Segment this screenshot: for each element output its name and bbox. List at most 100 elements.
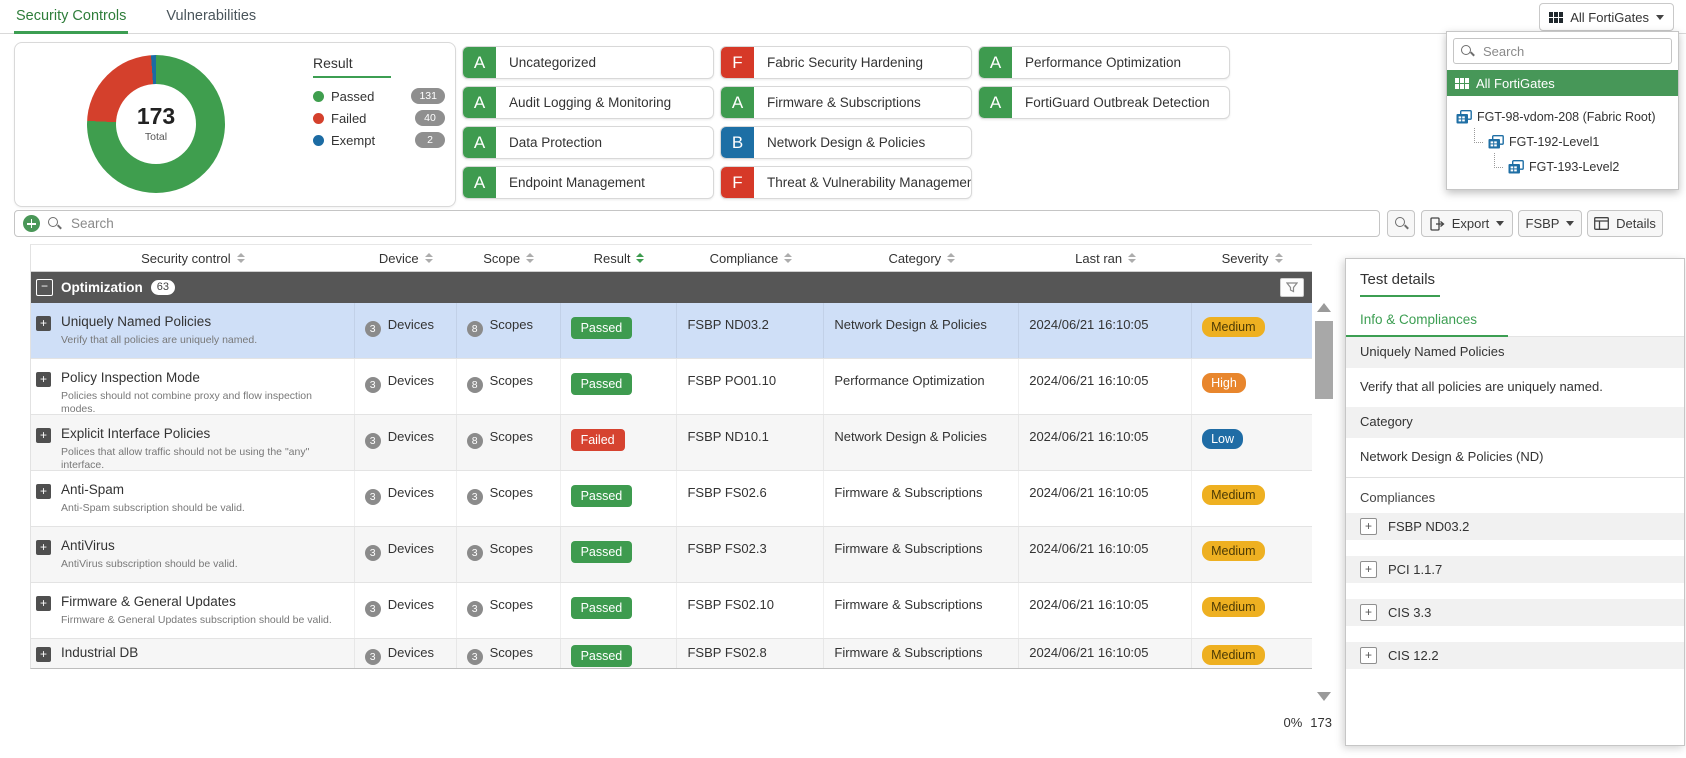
table-scrollbar[interactable]	[1314, 297, 1334, 707]
scorecard-uncategorized[interactable]: A Uncategorized	[462, 46, 714, 79]
tree-item-level2[interactable]: FGT-193-Level2	[1447, 153, 1678, 179]
add-filter-icon[interactable]	[23, 215, 40, 232]
compliance-cell: FSBP PO01.10	[677, 359, 825, 414]
test-details-panel: Test details Info & Compliances Uniquely…	[1345, 258, 1685, 746]
control-cell: + Anti-Spam Anti-Spam subscription shoul…	[31, 471, 355, 526]
expand-compliance-button[interactable]: +	[1360, 603, 1377, 621]
tree-item-fabric-root[interactable]: FGT-98-vdom-208 (Fabric Root)	[1447, 104, 1678, 129]
table-row[interactable]: + Explicit Interface Policies Polices th…	[31, 415, 1312, 471]
tab-security-controls[interactable]: Security Controls	[14, 0, 129, 34]
tab-vulnerabilities[interactable]: Vulnerabilities	[164, 0, 258, 34]
expand-compliance-button[interactable]: +	[1360, 517, 1377, 535]
grade-badge: F	[721, 47, 754, 78]
header-compliance[interactable]: Compliance	[678, 245, 825, 271]
detail-control-name: Uniquely Named Policies	[1346, 337, 1684, 368]
group-row-optimization[interactable]: − Optimization 63	[31, 272, 1312, 303]
expand-row-button[interactable]: +	[36, 428, 51, 443]
legend-item-exempt[interactable]: Exempt 2	[313, 132, 445, 148]
scorecard-data-protection[interactable]: A Data Protection	[462, 126, 714, 159]
table-row[interactable]: + AntiVirus AntiVirus subscription shoul…	[31, 527, 1312, 583]
layout-icon	[1594, 217, 1610, 230]
last-ran-cell: 2024/06/21 16:10:05	[1019, 527, 1193, 582]
device-cell: 3 Devices	[355, 583, 457, 638]
search-button[interactable]	[1387, 210, 1415, 237]
scorecard-network-design-policies[interactable]: B Network Design & Policies	[720, 126, 972, 159]
table-row[interactable]: + Anti-Spam Anti-Spam subscription shoul…	[31, 471, 1312, 527]
control-description: Verify that all policies are uniquely na…	[61, 334, 258, 347]
scope-count-badge: 8	[466, 433, 483, 449]
compliance-cell: FSBP ND03.2	[677, 303, 825, 358]
header-scope[interactable]: Scope	[457, 245, 561, 271]
compliance-item[interactable]: + PCI 1.1.7	[1346, 555, 1684, 583]
fortigate-device-icon	[1456, 109, 1472, 123]
scorecard-threat-vulnerability[interactable]: F Threat & Vulnerability Management	[720, 166, 972, 199]
header-last-ran[interactable]: Last ran	[1019, 245, 1192, 271]
expand-row-button[interactable]: +	[36, 540, 51, 555]
device-cell: 3 Devices	[355, 471, 457, 526]
result-cell: Passed	[561, 639, 678, 668]
fortigate-selector-button[interactable]: All FortiGates	[1539, 3, 1674, 31]
legend-item-failed[interactable]: Failed 40	[313, 110, 445, 126]
expand-compliance-button[interactable]: +	[1360, 646, 1377, 664]
tab-info-compliances[interactable]: Info & Compliances	[1346, 312, 1508, 337]
scorecard-audit-logging[interactable]: A Audit Logging & Monitoring	[462, 86, 714, 119]
compliance-cell: FSBP FS02.6	[677, 471, 825, 526]
compliance-cell: FSBP FS02.3	[677, 527, 825, 582]
last-ran-cell: 2024/06/21 16:10:05	[1019, 415, 1193, 470]
severity-badge: Medium	[1202, 645, 1265, 665]
filter-button[interactable]	[1280, 278, 1304, 297]
table-header-row: Security control Device Scope Result Com…	[31, 245, 1312, 272]
compliance-item[interactable]: + CIS 3.3	[1346, 598, 1684, 626]
scope-count-badge: 8	[466, 321, 483, 337]
category-cell: Firmware & Subscriptions	[824, 583, 1020, 638]
header-severity[interactable]: Severity	[1192, 245, 1312, 271]
table-row[interactable]: + Uniquely Named Policies Verify that al…	[31, 303, 1312, 359]
scroll-down-icon[interactable]	[1317, 692, 1331, 701]
compliance-item[interactable]: + CIS 12.2	[1346, 641, 1684, 669]
compliance-item[interactable]: + FSBP ND03.2	[1346, 512, 1684, 540]
scorecard-performance-optimization[interactable]: A Performance Optimization	[978, 46, 1230, 79]
expand-row-button[interactable]: +	[36, 596, 51, 611]
expand-row-button[interactable]: +	[36, 316, 51, 331]
scope-count-badge: 3	[466, 545, 483, 561]
collapse-group-button[interactable]: −	[36, 279, 53, 296]
expand-row-button[interactable]: +	[36, 484, 51, 499]
grade-badge: A	[721, 87, 754, 118]
legend-item-passed[interactable]: Passed 131	[313, 88, 445, 104]
scorecard-fortiguard-outbreak[interactable]: A FortiGuard Outbreak Detection	[978, 86, 1230, 119]
table-row[interactable]: + Policy Inspection Mode Policies should…	[31, 359, 1312, 415]
header-category[interactable]: Category	[824, 245, 1019, 271]
dropdown-item-all-fortigates[interactable]: All FortiGates	[1447, 70, 1678, 96]
scorecard-fabric-security-hardening[interactable]: F Fabric Security Hardening	[720, 46, 972, 79]
scrollbar-thumb[interactable]	[1315, 321, 1333, 399]
result-summary-card: 173 Total Result Passed 131 Failed 40 Ex…	[14, 42, 456, 207]
expand-row-button[interactable]: +	[36, 647, 51, 662]
result-cell: Passed	[561, 303, 678, 358]
table-row[interactable]: + Firmware & General Updates Firmware & …	[31, 583, 1312, 639]
tree-item-level1[interactable]: FGT-192-Level1	[1447, 128, 1678, 154]
compliance-label: FSBP ND03.2	[1388, 518, 1470, 534]
passed-dot-icon	[313, 90, 324, 102]
search-input[interactable]	[69, 215, 1371, 232]
failed-dot-icon	[313, 112, 324, 124]
scroll-up-icon[interactable]	[1317, 303, 1331, 312]
header-security-control[interactable]: Security control	[31, 245, 355, 271]
header-device[interactable]: Device	[355, 245, 457, 271]
scorecard-firmware-subscriptions[interactable]: A Firmware & Subscriptions	[720, 86, 972, 119]
standard-select-button[interactable]: FSBP	[1518, 210, 1582, 237]
severity-cell: Low	[1192, 415, 1312, 470]
table-row[interactable]: + Industrial DB 3 Devices 3 Scopes Passed …	[31, 639, 1312, 668]
sort-icon	[526, 253, 535, 263]
expand-row-button[interactable]: +	[36, 372, 51, 387]
device-count-badge: 3	[364, 321, 381, 337]
export-button[interactable]: Export	[1421, 210, 1513, 237]
compliance-label: PCI 1.1.7	[1388, 561, 1443, 577]
scorecard-endpoint-management[interactable]: A Endpoint Management	[462, 166, 714, 199]
details-toggle-button[interactable]: Details	[1587, 210, 1663, 237]
expand-compliance-button[interactable]: +	[1360, 560, 1377, 578]
legend-label: Failed	[331, 110, 367, 126]
search-field[interactable]	[14, 210, 1380, 237]
header-result[interactable]: Result	[561, 245, 678, 271]
fortigate-search-input[interactable]	[1481, 42, 1665, 60]
fortigate-search-field[interactable]	[1453, 38, 1672, 64]
